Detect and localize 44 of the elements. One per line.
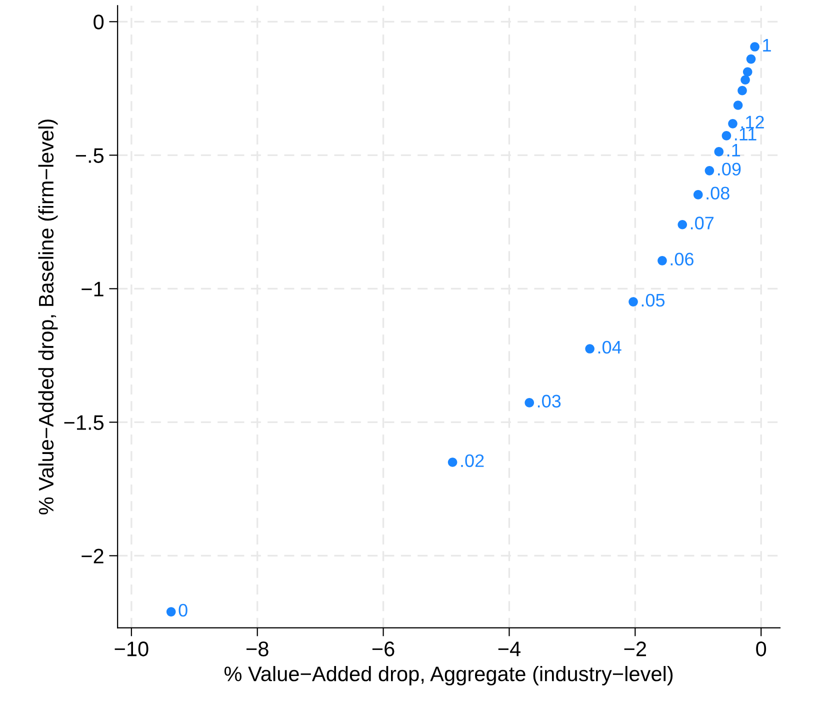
annotation: .09 [718,162,741,176]
annotation: .04 [598,340,622,354]
annotation: 0 [178,604,188,617]
annotation: 1 [763,39,771,52]
x-tick-label: −4 [498,642,520,656]
point [658,256,667,266]
point [722,131,732,140]
annotation: .06 [670,252,694,266]
point [166,607,176,616]
y-axis-title: % Value−Added drop, Baseline (firm−level) [38,120,58,514]
annotation: .05 [642,294,665,307]
point [524,398,534,408]
y-tick-label: −1.5 [64,415,104,430]
annotation: .12 [741,116,764,128]
x-tick-label: −2 [624,642,646,656]
point [714,147,724,156]
annotation: .1 [727,144,740,156]
point [746,54,756,64]
annotation: .02 [461,454,484,468]
annotation: .03 [538,394,561,408]
point [738,86,747,96]
y-tick-label: 0 [94,14,104,30]
x-tick-label: −10 [114,642,148,656]
x-tick-label: −8 [246,642,268,656]
annotation: .07 [690,216,714,230]
y-tick-label: −2 [82,548,104,564]
point [742,67,752,77]
y-tick-label: −.5 [76,148,104,163]
x-axis-title: % Value−Added drop, Aggregate (industry−level) [224,666,673,686]
point [733,100,743,110]
point [678,220,688,230]
x-tick-label: −6 [372,642,394,656]
point [750,42,760,52]
point [628,297,638,306]
point [704,166,714,176]
point [728,119,738,128]
annotation: .11 [735,128,756,140]
y-tick-label: −1 [82,282,104,296]
x-tick-label: 0 [756,642,766,656]
point [693,190,703,200]
annotation: .08 [706,186,730,200]
point [740,75,750,85]
point [585,344,594,354]
point [448,458,458,467]
